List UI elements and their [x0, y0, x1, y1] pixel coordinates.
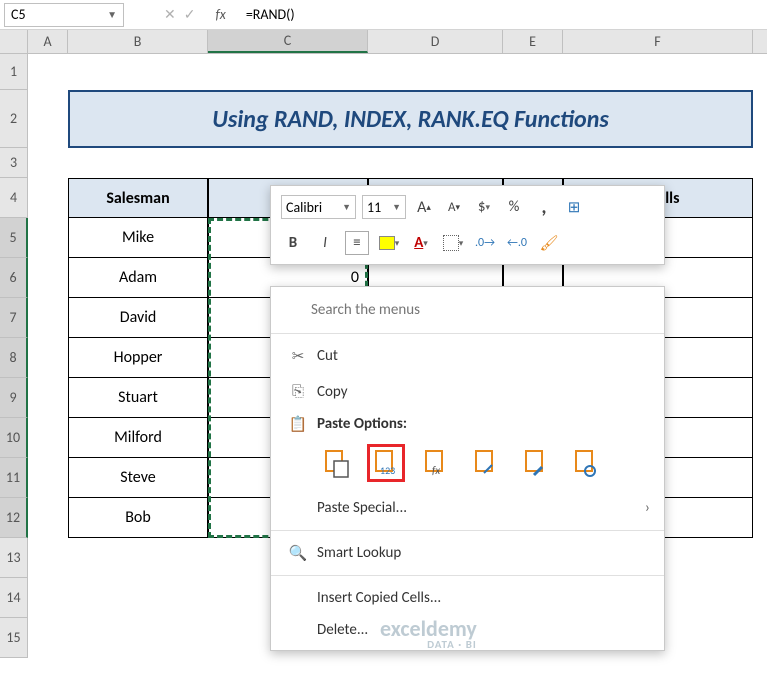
menu-cut-label: Cut [317, 347, 338, 365]
td-salesman: Milford [68, 418, 208, 458]
borders-button[interactable]: ▾ [441, 231, 465, 255]
name-box[interactable]: C5 ▼ [4, 3, 124, 27]
paste-options-label: Paste Options: [317, 415, 407, 433]
insert-copied-label: Insert Copied Cells... [317, 589, 441, 607]
formula-bar: C5 ▼ ✕ ✓ fx =RAND() [0, 0, 767, 30]
td-salesman: Steve [68, 458, 208, 498]
formula-input[interactable]: =RAND() [246, 6, 295, 23]
td-salesman: Hopper [68, 338, 208, 378]
row-header-12[interactable]: 12 [0, 498, 28, 538]
td-salesman: Bob [68, 498, 208, 538]
copy-icon: ⎘ [285, 383, 311, 401]
title-banner: Using RAND, INDEX, RANK.EQ Functions [68, 90, 753, 148]
row-header-11[interactable]: 11 [0, 458, 28, 498]
svg-text:fx: fx [432, 464, 440, 477]
column-header-E[interactable]: E [503, 30, 563, 53]
th-salesman: Salesman [68, 178, 208, 218]
chevron-down-icon: ▼ [342, 202, 351, 213]
column-header-D[interactable]: D [368, 30, 503, 53]
paste-special-label: Paste Special... [317, 499, 407, 517]
scissors-icon: ✂ [285, 347, 311, 366]
align-center-icon[interactable]: ≡ [345, 231, 369, 255]
row-header-8[interactable]: 8 [0, 338, 28, 378]
select-all-triangle[interactable] [0, 30, 28, 53]
font-color-button[interactable]: A▾ [409, 231, 433, 255]
search-icon: 🔍 [285, 544, 311, 563]
fill-color-button[interactable]: ▾ [377, 231, 401, 255]
delete-label: Delete... [317, 621, 368, 639]
formula-bar-icons: ✕ ✓ [164, 6, 195, 23]
column-header-F[interactable]: F [563, 30, 753, 53]
row-header-10[interactable]: 10 [0, 418, 28, 458]
menu-copy-label: Copy [317, 383, 348, 401]
row-header-1[interactable]: 1 [0, 54, 28, 90]
row-header-13[interactable]: 13 [0, 538, 28, 578]
paste-options-row: 123 fx [271, 438, 664, 490]
td-salesman: Mike [68, 218, 208, 258]
paste-values-icon[interactable]: 123 [367, 444, 405, 482]
decrease-font-icon[interactable]: A▾ [442, 195, 466, 219]
row-header-15[interactable]: 15 [0, 618, 28, 658]
column-headers: A B C D E F [0, 30, 767, 54]
row-header-6[interactable]: 6 [0, 258, 28, 298]
font-size-selector[interactable]: 11 ▼ [362, 195, 406, 219]
menu-paste-options-label: 📋 Paste Options: [271, 410, 664, 438]
fx-icon[interactable]: fx [215, 6, 225, 23]
font-family-value: Calibri [286, 199, 322, 216]
row-headers: 1 2 3 4 5 6 7 8 9 10 11 12 13 14 15 [0, 54, 28, 658]
td-salesman: Adam [68, 258, 208, 298]
row-header-5[interactable]: 5 [0, 218, 28, 258]
row-header-4[interactable]: 4 [0, 178, 28, 218]
menu-copy[interactable]: ⎘ Copy [271, 374, 664, 410]
comma-format-button[interactable]: , [532, 195, 556, 219]
menu-insert-copied[interactable]: Insert Copied Cells... [271, 580, 664, 616]
menu-paste-special[interactable]: Paste Special... › [271, 490, 664, 526]
clipboard-icon: 📋 [285, 415, 311, 434]
td-salesman: Stuart [68, 378, 208, 418]
decrease-decimal-icon[interactable]: ←.0 [505, 231, 529, 255]
name-box-value: C5 [11, 6, 26, 23]
svg-text:123: 123 [380, 464, 395, 477]
increase-font-icon[interactable]: A▴ [412, 195, 436, 219]
menu-smart-lookup[interactable]: 🔍 Smart Lookup [271, 535, 664, 571]
cancel-icon[interactable]: ✕ [164, 6, 176, 23]
font-family-selector[interactable]: Calibri ▼ [281, 195, 356, 219]
conditional-format-icon[interactable]: ⊞ [562, 195, 586, 219]
chevron-down-icon: ▼ [392, 202, 401, 213]
column-header-A[interactable]: A [28, 30, 68, 53]
italic-button[interactable]: I [313, 231, 337, 255]
column-header-B[interactable]: B [68, 30, 208, 53]
format-painter-icon[interactable]: 🖌 [537, 231, 561, 255]
paste-link-icon[interactable] [567, 444, 605, 482]
name-box-dropdown-icon[interactable]: ▼ [107, 8, 117, 21]
accounting-format-button[interactable]: $▾ [472, 195, 496, 219]
mini-toolbar: Calibri ▼ 11 ▼ A▴ A▾ $▾ % , ⊞ B I ≡ ▾ A▾ ▾… [270, 185, 665, 265]
paste-transpose-icon[interactable] [467, 444, 505, 482]
percent-format-button[interactable]: % [502, 195, 526, 219]
row-header-3[interactable]: 3 [0, 148, 28, 178]
smart-lookup-label: Smart Lookup [317, 544, 401, 562]
increase-decimal-icon[interactable]: .0→ [473, 231, 497, 255]
enter-icon[interactable]: ✓ [184, 6, 196, 23]
paste-all-icon[interactable] [317, 444, 355, 482]
paste-formatting-icon[interactable] [517, 444, 555, 482]
bold-button[interactable]: B [281, 231, 305, 255]
menu-search-input[interactable] [311, 297, 611, 323]
font-size-value: 11 [367, 199, 381, 216]
chevron-right-icon: › [645, 499, 650, 517]
td-salesman: David [68, 298, 208, 338]
column-header-C[interactable]: C [208, 30, 368, 53]
menu-cut[interactable]: ✂ Cut [271, 338, 664, 374]
row-header-7[interactable]: 7 [0, 298, 28, 338]
paste-formulas-icon[interactable]: fx [417, 444, 455, 482]
row-header-2[interactable]: 2 [0, 90, 28, 148]
row-header-9[interactable]: 9 [0, 378, 28, 418]
watermark: exceldemy DATA · BI [380, 615, 477, 651]
row-header-14[interactable]: 14 [0, 578, 28, 618]
context-menu: ✂ Cut ⎘ Copy 📋 Paste Options: 123 fx Pas… [270, 286, 665, 651]
